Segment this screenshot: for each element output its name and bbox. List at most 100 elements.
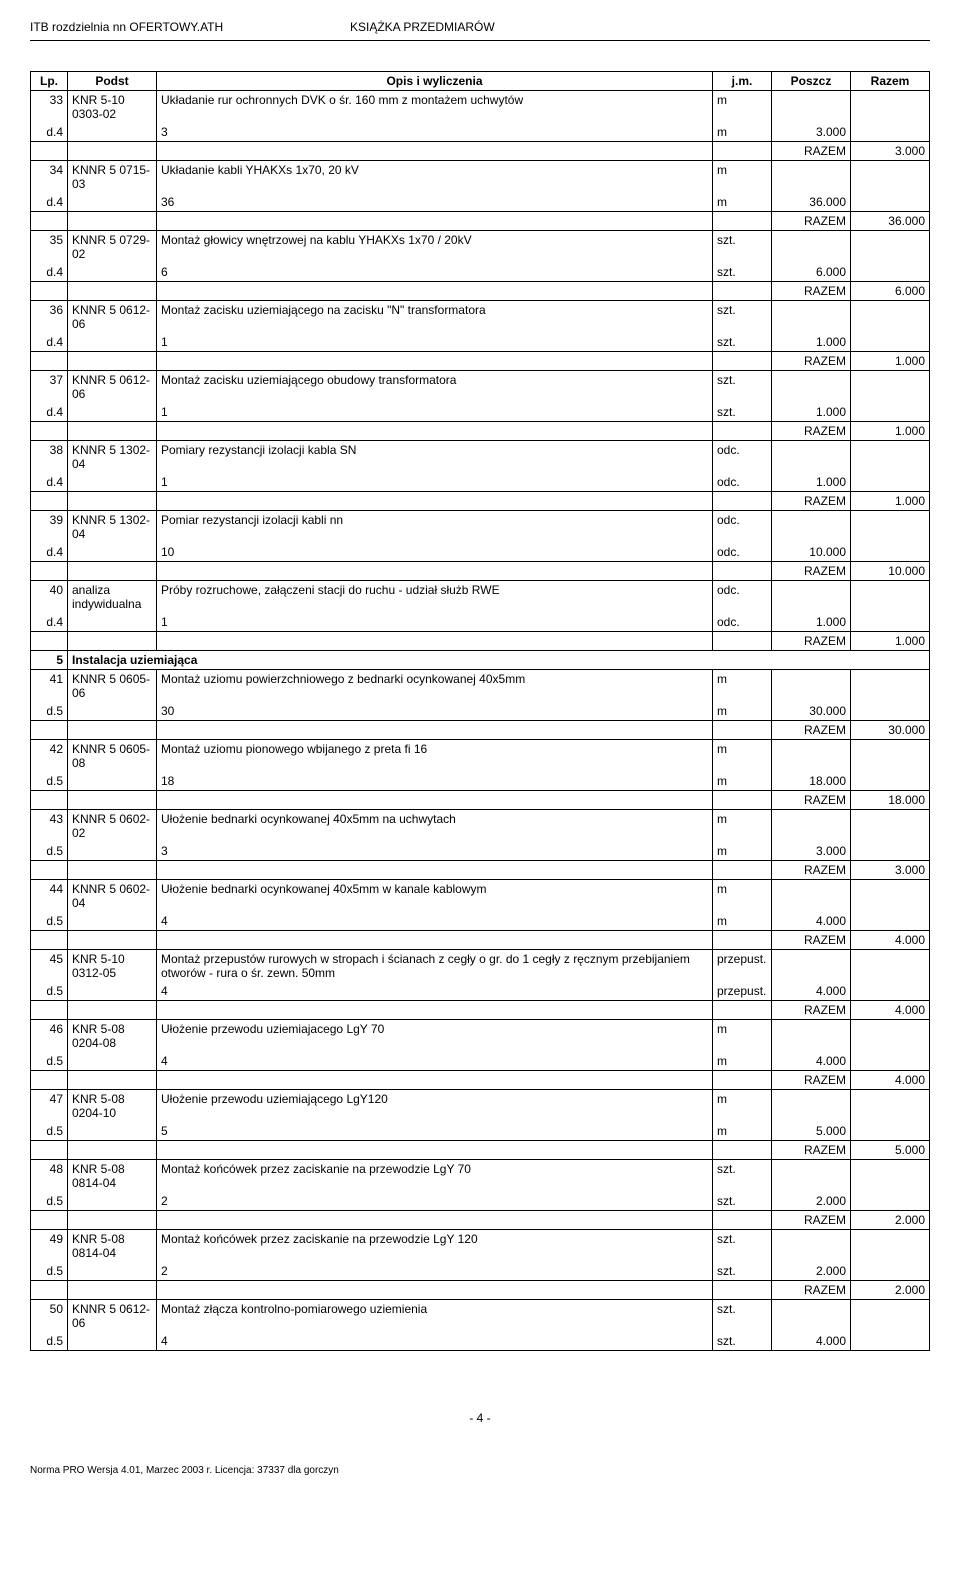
cell-podst2	[68, 1262, 157, 1281]
cell-lp: 37	[31, 371, 68, 404]
cell-razem-val: 1.000	[851, 632, 930, 651]
cell-calc: 5	[157, 1122, 713, 1141]
cell-lp2: d.5	[31, 1122, 68, 1141]
cell-poszcz	[772, 301, 851, 334]
cell-poszcz	[772, 1300, 851, 1333]
cell-calc-jm: szt.	[713, 1192, 772, 1211]
cell-razem-blank	[851, 1332, 930, 1351]
table-row-razem: RAZEM30.000	[31, 721, 930, 740]
cell-razem	[851, 91, 930, 124]
table-row-razem: RAZEM2.000	[31, 1281, 930, 1300]
cell-poszcz-val: 30.000	[772, 702, 851, 721]
cell-lp: 42	[31, 740, 68, 773]
cell-lp: 38	[31, 441, 68, 474]
cell-jm: szt.	[713, 231, 772, 264]
cell-podst: KNNR 5 0715-03	[68, 161, 157, 194]
header-rule	[30, 40, 930, 41]
table-row: d.41odc.1.000	[31, 473, 930, 492]
cell-poszcz-val: 1.000	[772, 613, 851, 632]
cell-jm: przepust.	[713, 950, 772, 983]
razem-label: RAZEM	[772, 1141, 851, 1160]
cell-jm: odc.	[713, 581, 772, 614]
cell-calc-jm: m	[713, 1122, 772, 1141]
cell-lp: 36	[31, 301, 68, 334]
cell-podst: KNNR 5 0602-02	[68, 810, 157, 843]
cell-opis: Próby rozruchowe, załączeni stacji do ru…	[157, 581, 713, 614]
cell-podst: KNR 5-10 0303-02	[68, 91, 157, 124]
cell-lp: 46	[31, 1020, 68, 1053]
cell-podst2	[68, 842, 157, 861]
razem-label: RAZEM	[772, 632, 851, 651]
razem-label: RAZEM	[772, 492, 851, 511]
cell-opis: Montaż złącza kontrolno-pomiarowego uzie…	[157, 1300, 713, 1333]
cell-razem	[851, 880, 930, 913]
cell-calc: 1	[157, 613, 713, 632]
cell-lp: 48	[31, 1160, 68, 1193]
col-podst: Podst	[68, 72, 157, 91]
cell-razem-blank	[851, 333, 930, 352]
cell-lp: 44	[31, 880, 68, 913]
table-row-razem: RAZEM1.000	[31, 632, 930, 651]
table-row-razem: RAZEM10.000	[31, 562, 930, 581]
table-row: d.54przepust.4.000	[31, 982, 930, 1001]
cell-lp: 34	[31, 161, 68, 194]
cell-razem-val: 3.000	[851, 861, 930, 880]
cell-calc-jm: m	[713, 193, 772, 212]
cell-poszcz	[772, 810, 851, 843]
cell-podst: KNNR 5 0729-02	[68, 231, 157, 264]
cell-calc-jm: szt.	[713, 1262, 772, 1281]
cell-razem-val: 4.000	[851, 931, 930, 950]
table-header-row: Lp. Podst Opis i wyliczenia j.m. Poszcz …	[31, 72, 930, 91]
cell-podst2	[68, 1122, 157, 1141]
table-row: d.55m5.000	[31, 1122, 930, 1141]
col-poszcz: Poszcz	[772, 72, 851, 91]
cell-opis: Ułożenie przewodu uziemiającego LgY120	[157, 1090, 713, 1123]
cell-jm: szt.	[713, 301, 772, 334]
section-row: 5Instalacja uziemiająca	[31, 651, 930, 670]
razem-label: RAZEM	[772, 212, 851, 231]
cell-razem-blank	[851, 912, 930, 931]
cell-razem-val: 36.000	[851, 212, 930, 231]
cell-poszcz-val: 1.000	[772, 333, 851, 352]
cell-podst2	[68, 1192, 157, 1211]
cell-podst2	[68, 543, 157, 562]
cell-podst: KNNR 5 0602-04	[68, 880, 157, 913]
cell-poszcz	[772, 511, 851, 544]
table-row-razem: RAZEM4.000	[31, 1001, 930, 1020]
cell-lp: 41	[31, 670, 68, 703]
cell-opis: Pomiar rezystancji izolacji kabli nn	[157, 511, 713, 544]
cell-poszcz-val: 2.000	[772, 1262, 851, 1281]
page-number: - 4 -	[30, 1411, 930, 1425]
cell-jm: m	[713, 1020, 772, 1053]
cell-podst: KNR 5-10 0312-05	[68, 950, 157, 983]
cell-razem-blank	[851, 403, 930, 422]
cell-calc-jm: odc.	[713, 613, 772, 632]
cell-poszcz	[772, 1020, 851, 1053]
cell-opis: Pomiary rezystancji izolacji kabla SN	[157, 441, 713, 474]
cell-razem-val: 1.000	[851, 492, 930, 511]
cell-opis: Ułożenie bednarki ocynkowanej 40x5mm w k…	[157, 880, 713, 913]
cell-lp2: d.5	[31, 1192, 68, 1211]
table-row: 42KNNR 5 0605-08Montaż uziomu pionowego …	[31, 740, 930, 773]
cell-razem-blank	[851, 1262, 930, 1281]
cell-poszcz-val: 10.000	[772, 543, 851, 562]
cell-podst2	[68, 263, 157, 282]
cell-opis: Ułożenie bednarki ocynkowanej 40x5mm na …	[157, 810, 713, 843]
cell-razem	[851, 1020, 930, 1053]
table-row: 37KNNR 5 0612-06Montaż zacisku uziemiają…	[31, 371, 930, 404]
table-row: d.54m4.000	[31, 912, 930, 931]
cell-calc-jm: szt.	[713, 263, 772, 282]
cell-podst2	[68, 123, 157, 142]
cell-jm: szt.	[713, 1160, 772, 1193]
razem-label: RAZEM	[772, 1211, 851, 1230]
col-razem: Razem	[851, 72, 930, 91]
cell-lp: 43	[31, 810, 68, 843]
cell-podst: KNNR 5 1302-04	[68, 441, 157, 474]
section-title: Instalacja uziemiająca	[68, 651, 930, 670]
razem-label: RAZEM	[772, 282, 851, 301]
cell-razem-blank	[851, 982, 930, 1001]
cell-lp: 40	[31, 581, 68, 614]
cell-razem-blank	[851, 772, 930, 791]
cell-poszcz-val: 4.000	[772, 982, 851, 1001]
cell-razem-blank	[851, 702, 930, 721]
